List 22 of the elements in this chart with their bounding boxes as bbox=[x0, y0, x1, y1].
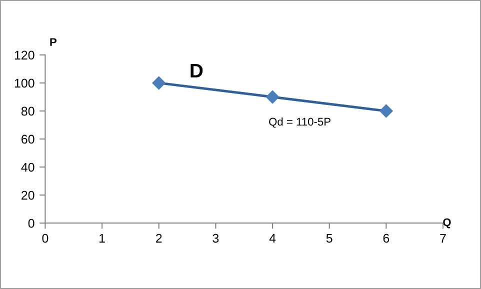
x-tick-label: 1 bbox=[100, 234, 105, 243]
x-tick-label: 4 bbox=[269, 234, 276, 243]
y-tick-label: 120 bbox=[14, 50, 34, 60]
x-axis-title: Q bbox=[443, 218, 451, 228]
annotation: Qd = 110-5P bbox=[269, 118, 330, 128]
y-tick-label: 60 bbox=[22, 134, 34, 144]
y-axis-title: P bbox=[50, 38, 56, 46]
x-tick-label: 0 bbox=[42, 234, 48, 243]
y-tick-label: 20 bbox=[22, 190, 34, 200]
x-tick-label: 5 bbox=[326, 234, 332, 243]
y-tick-label: 0 bbox=[28, 218, 34, 228]
point bbox=[152, 76, 166, 90]
x-tick-label: 7 bbox=[440, 234, 446, 243]
series-label: D bbox=[190, 64, 203, 78]
point bbox=[266, 90, 280, 104]
x-tick-label: 3 bbox=[212, 234, 219, 243]
y-tick-label: 40 bbox=[21, 162, 34, 172]
y-tick-label: 100 bbox=[14, 78, 34, 88]
x-tick-label: 2 bbox=[156, 234, 162, 243]
x-tick-label: 6 bbox=[383, 234, 390, 243]
point bbox=[380, 104, 393, 118]
y-tick-label: 80 bbox=[21, 106, 34, 116]
